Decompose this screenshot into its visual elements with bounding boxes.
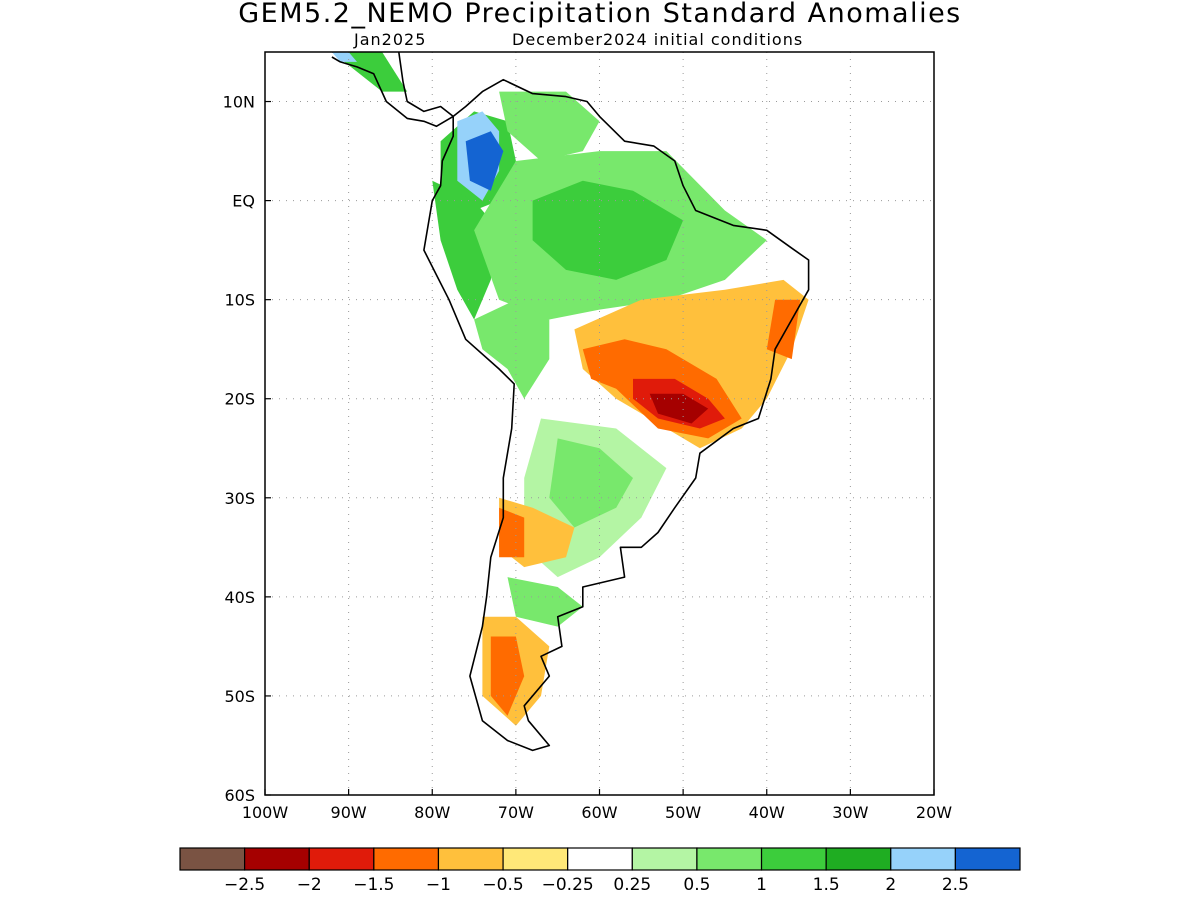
colorbar-swatch (244, 847, 310, 871)
anomaly-region-argentina-north-green (549, 438, 633, 528)
colorbar-label: −1 (426, 875, 451, 895)
coastlines (331, 52, 810, 752)
anomaly-region-chile-core-dry (499, 507, 525, 558)
colorbar-label: 2 (885, 875, 896, 895)
colorbar-swatch (825, 847, 892, 871)
colorbar-swatch (179, 847, 246, 871)
colorbar-label: 0.5 (683, 875, 710, 895)
anomaly-region-amazon-west (432, 180, 500, 320)
colorbar-label: 2.5 (942, 875, 969, 895)
lat-tick-label: 40S (224, 588, 255, 607)
colorbar-label: −0.5 (482, 875, 523, 895)
lat-tick-label: 60S (224, 786, 255, 805)
anomaly-region-peru-bolivia (474, 299, 550, 399)
lon-tick-label: 70W (498, 803, 534, 822)
lon-tick-label: 60W (581, 803, 617, 822)
lat-tick-label: 10S (224, 291, 255, 310)
colorbar-swatch (437, 847, 504, 871)
colorbar-label: −2 (297, 875, 322, 895)
anomaly-region-brazil-deep-dry (649, 393, 709, 424)
anomaly-region-venezuela (499, 91, 600, 161)
page-title: GEM5.2_NEMO Precipitation Standard Anoma… (238, 0, 962, 29)
colorbar: −2.5 −2 −1.5 −1 −0.5 −0.25 0.25 0.5 1 1.5 2 2.5 (179, 847, 1021, 895)
axis-ticks: 100W 90W 80W 70W 60W 50W 40W 30W 20W 10N EQ 10S 20S 3… (223, 93, 953, 822)
initial-conditions: December2024 initial conditions (512, 30, 804, 49)
colorbar-label: −2.5 (224, 875, 265, 895)
colorbar-label: 1 (756, 875, 767, 895)
south-america-coastline (423, 78, 810, 752)
lon-tick-label: 80W (414, 803, 450, 822)
anomaly-region-central-america-blue (331, 52, 357, 62)
anomaly-region-patagonia-core-dry (490, 636, 525, 716)
colorbar-label: −1.5 (353, 875, 394, 895)
lon-tick-label: 20W (916, 803, 952, 822)
colorbar-label: 1.5 (813, 875, 840, 895)
central-america-coastline (331, 52, 455, 128)
lon-tick-label: 50W (665, 803, 701, 822)
grid-lines (265, 52, 934, 795)
lat-tick-label: EQ (232, 192, 255, 211)
anomaly-region-amazon-core (532, 180, 684, 280)
colorbar-label: 0.25 (613, 875, 651, 895)
lon-tick-label: 90W (331, 803, 367, 822)
colorbar-label: −0.25 (542, 875, 594, 895)
lat-tick-label: 20S (224, 390, 255, 409)
colorbar-swatch (760, 847, 827, 871)
lon-tick-label: 40W (749, 803, 785, 822)
colorbar-swatch (567, 847, 633, 871)
lat-tick-label: 50S (224, 687, 255, 706)
lat-tick-label: 10N (223, 93, 255, 112)
colorbar-swatch (502, 847, 569, 871)
colorbar-swatch (890, 847, 956, 871)
colorbar-swatch (631, 847, 698, 871)
anomaly-region-brazil-east-dry (766, 299, 801, 360)
lon-tick-label: 30W (832, 803, 868, 822)
colorbar-swatch (373, 847, 440, 871)
colorbar-swatch (954, 847, 1021, 871)
lon-tick-label: 100W (242, 803, 289, 822)
forecast-month: Jan2025 (354, 30, 427, 49)
anomaly-region-colombia-core (465, 131, 504, 191)
colorbar-swatch (696, 847, 763, 871)
colorbar-swatch (308, 847, 375, 871)
lat-tick-label: 30S (224, 489, 255, 508)
anomaly-shading (331, 52, 809, 726)
